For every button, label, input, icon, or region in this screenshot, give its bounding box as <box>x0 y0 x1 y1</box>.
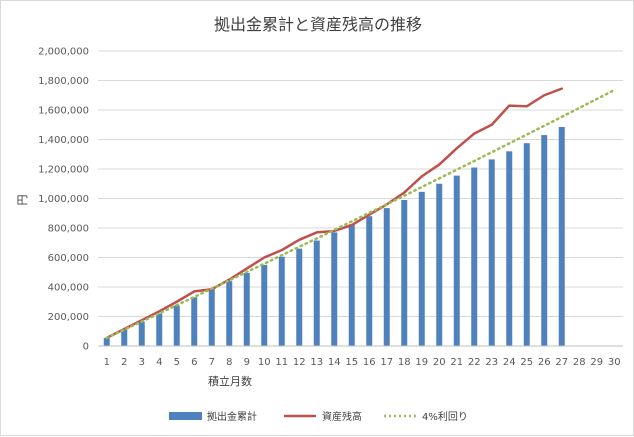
y-tick-label: 200,000 <box>48 312 89 323</box>
bar <box>471 167 478 346</box>
y-tick-label: 1,400,000 <box>38 135 89 146</box>
x-tick-label: 28 <box>573 357 586 368</box>
y-tick-label: 1,000,000 <box>38 194 89 205</box>
x-tick-label: 3 <box>139 357 145 368</box>
x-tick-label: 24 <box>503 357 516 368</box>
x-tick-label: 1 <box>104 357 110 368</box>
bar <box>331 232 338 346</box>
bar <box>103 337 110 346</box>
x-tick-label: 9 <box>244 357 250 368</box>
bar <box>488 159 495 346</box>
x-tick-label: 10 <box>258 357 271 368</box>
x-tick-label: 12 <box>293 357 306 368</box>
y-tick-label: 600,000 <box>48 253 89 264</box>
bar <box>558 126 565 347</box>
x-tick-label: 16 <box>363 357 376 368</box>
bar <box>523 143 530 346</box>
x-tick-label: 13 <box>310 357 323 368</box>
y-tick-label: 0 <box>83 342 89 353</box>
x-tick-label: 29 <box>590 357 603 368</box>
x-tick-label: 14 <box>328 357 341 368</box>
x-tick-label: 19 <box>415 357 428 368</box>
bar <box>296 248 303 346</box>
bar <box>173 305 180 346</box>
legend-swatch-contribution <box>169 412 202 420</box>
x-tick-label: 25 <box>520 357 533 368</box>
x-tick-label: 15 <box>345 357 358 368</box>
bar <box>243 272 250 346</box>
x-tick-label: 7 <box>209 357 215 368</box>
legend-label-contribution: 拠出金累計 <box>207 410 257 423</box>
y-axis-title: 円 <box>16 195 29 206</box>
y-tick-label: 800,000 <box>48 224 89 235</box>
x-axis-title: 積立月数 <box>208 374 252 388</box>
x-tick-label: 30 <box>608 357 621 368</box>
y-tick-label: 1,200,000 <box>38 165 89 176</box>
bar <box>156 313 163 346</box>
bar <box>506 151 513 346</box>
chart-title: 拠出金累計と資産残高の推移 <box>214 15 422 34</box>
line-series <box>105 87 616 340</box>
bar <box>436 183 443 346</box>
x-tick-label: 4 <box>156 357 162 368</box>
x-tick-label: 6 <box>191 357 197 368</box>
x-tick-label: 23 <box>485 357 498 368</box>
x-tick-label: 22 <box>468 357 481 368</box>
bar-series <box>103 126 565 347</box>
gridlines <box>98 50 623 317</box>
y-tick-label: 2,000,000 <box>38 47 89 58</box>
x-tick-label: 20 <box>433 357 446 368</box>
bar <box>261 264 268 346</box>
bar <box>418 191 425 346</box>
x-tick-label: 5 <box>174 357 180 368</box>
series-line-4pct <box>105 88 616 340</box>
bar <box>121 329 128 346</box>
bar <box>138 321 145 346</box>
x-tick-label: 11 <box>275 357 288 368</box>
bar <box>366 216 373 346</box>
y-tick-label: 1,600,000 <box>38 106 89 117</box>
x-tick-label: 17 <box>380 357 393 368</box>
y-tick-label: 400,000 <box>48 283 89 294</box>
bar <box>348 224 355 346</box>
bar <box>278 256 285 346</box>
bar <box>383 208 390 346</box>
bar <box>208 289 215 346</box>
bar <box>401 199 408 346</box>
x-tick-label: 26 <box>538 357 551 368</box>
bar <box>313 240 320 346</box>
x-tick-label: 21 <box>450 357 463 368</box>
x-tick-label: 2 <box>121 357 127 368</box>
x-axis-tick-labels: 1 2 3 4 5 6 7 8 9 10 11 12 13 14 15 16 17 18 19 20 21 22 23 24 2… <box>104 357 621 368</box>
x-tick-label: 18 <box>398 357 411 368</box>
bar <box>453 175 460 346</box>
bar <box>226 281 233 346</box>
y-tick-label: 1,800,000 <box>38 76 89 87</box>
bar <box>541 135 548 346</box>
x-tick-label: 27 <box>555 357 568 368</box>
legend-label-4pct: 4%利回り <box>422 411 468 423</box>
series-line-balance <box>105 87 563 340</box>
legend: 拠出金累計 資産残高 4%利回り <box>169 410 468 423</box>
legend-label-balance: 資産残高 <box>322 410 362 423</box>
x-tick-label: 8 <box>226 357 232 368</box>
y-axis-tick-labels: 0 200,000 400,000 600,000 800,000 1,000,000 1,… <box>38 47 89 353</box>
bar <box>191 297 198 346</box>
